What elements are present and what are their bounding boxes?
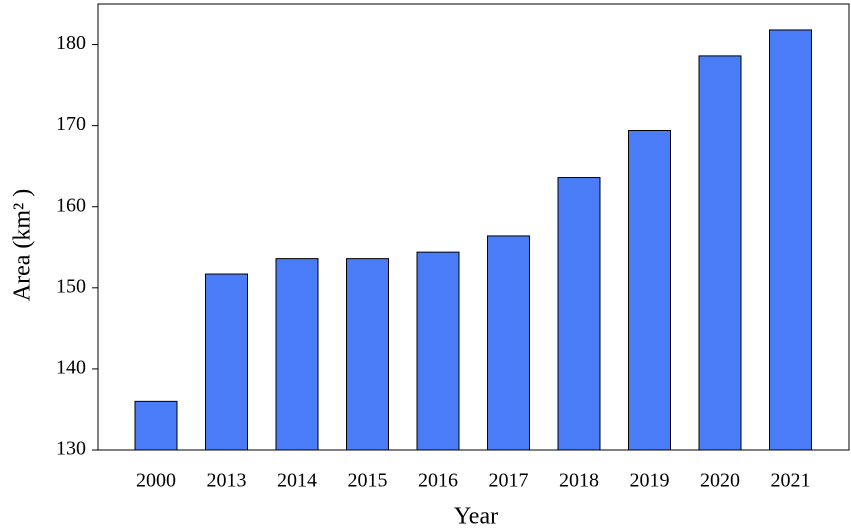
bar <box>698 55 742 451</box>
x-tick-label: 2013 <box>207 470 247 492</box>
y-tick-label: 150 <box>56 275 86 297</box>
x-tick-label: 2014 <box>277 470 317 492</box>
y-tick-label: 160 <box>56 194 86 216</box>
y-tick-label: 180 <box>56 32 86 54</box>
x-tick-label: 2000 <box>136 470 176 492</box>
x-tick-label: 2019 <box>630 470 670 492</box>
bar <box>557 177 601 451</box>
bar <box>769 29 812 451</box>
x-tick-label: 2021 <box>771 470 811 492</box>
x-axis-title: Year <box>454 504 498 530</box>
x-tick-label: 2020 <box>700 470 740 492</box>
plot-frame <box>97 3 850 451</box>
x-tick-label: 2018 <box>559 470 599 492</box>
y-tick-label: 140 <box>56 357 86 379</box>
bar <box>134 400 178 451</box>
y-tick-label: 170 <box>56 113 86 135</box>
y-tick-label: 130 <box>56 438 86 460</box>
bar <box>346 258 389 451</box>
x-tick-label: 2015 <box>348 470 388 492</box>
bar <box>275 258 319 451</box>
bar <box>628 130 671 451</box>
bar <box>205 273 248 451</box>
y-axis-title: Area (km² ) <box>10 189 36 301</box>
bar <box>416 251 460 451</box>
bar <box>487 235 530 451</box>
x-tick-label: 2016 <box>418 470 458 492</box>
x-tick-label: 2017 <box>489 470 529 492</box>
